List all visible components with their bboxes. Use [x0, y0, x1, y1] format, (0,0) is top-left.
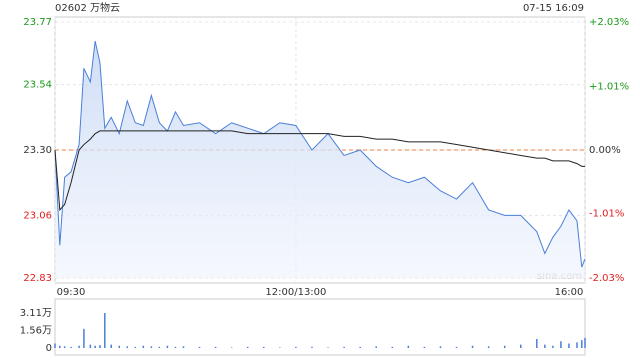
volume-bar: [544, 344, 546, 348]
volume-bar: [83, 328, 85, 348]
volume-bar: [576, 342, 578, 348]
volume-bar: [520, 344, 522, 348]
y-tick-label: 0: [46, 343, 52, 354]
y-tick-label: 23.77: [23, 17, 52, 28]
volume-bar: [246, 346, 249, 348]
volume-bar: [439, 346, 442, 348]
volume-bar: [78, 345, 80, 348]
volume-bar: [375, 346, 377, 348]
volume-bar: [126, 346, 129, 348]
volume-bar: [54, 343, 56, 348]
volume-bar: [158, 346, 161, 348]
volume-bar: [94, 345, 96, 348]
volume-bar: [89, 344, 92, 348]
volume-bar: [104, 313, 106, 348]
volume-bar: [295, 346, 297, 348]
volume-bar: [59, 345, 61, 348]
volume-bar: [327, 347, 329, 348]
volume-bar: [487, 346, 490, 348]
timestamp: 07-15 16:09: [523, 3, 584, 14]
volume-bar: [560, 341, 562, 348]
volume-bar: [471, 345, 474, 348]
volume-bar: [118, 345, 120, 348]
volume-bar: [230, 347, 233, 348]
y-tick-label: 1.56万: [20, 325, 52, 336]
y2-tick-label: +1.01%: [589, 81, 629, 92]
volume-bar: [110, 344, 112, 348]
x-tick-label: 16:00: [555, 287, 584, 298]
volume-bar: [359, 346, 361, 348]
chart-title: 02602 万物云: [55, 1, 120, 14]
x-tick-label: 09:30: [57, 287, 86, 298]
average-line: [54, 130, 585, 212]
volume-bar: [166, 345, 169, 348]
x-tick-label: 12:00/13:00: [265, 287, 326, 298]
volume-bar: [70, 346, 72, 348]
y2-tick-label: 0.00%: [589, 145, 621, 156]
volume-bar: [552, 345, 554, 348]
volume-bar: [198, 346, 201, 348]
volume-bar: [503, 345, 506, 348]
y-tick-label: 22.83: [23, 273, 52, 284]
volume-bar: [214, 346, 217, 348]
y2-tick-label: -2.03%: [589, 273, 624, 284]
volume-bar: [581, 340, 583, 348]
y-tick-label: 23.54: [23, 80, 52, 91]
volume-bar: [568, 343, 570, 348]
volume-bar: [99, 345, 101, 348]
volume-bar: [311, 346, 313, 348]
y-tick-label: 3.11万: [20, 308, 52, 319]
volume-bar: [279, 347, 281, 348]
volume-bar: [423, 346, 426, 348]
volume-bar: [150, 346, 153, 348]
volume-bar: [343, 346, 345, 348]
y-tick-label: 23.06: [23, 210, 52, 221]
volume-panel: [54, 298, 586, 356]
volume-bar: [182, 346, 185, 348]
volume-bar: [142, 345, 145, 348]
volume-bar: [174, 346, 177, 348]
volume-bar: [63, 346, 66, 348]
volume-bar: [407, 345, 410, 348]
volume-bar: [391, 346, 394, 348]
y2-tick-label: -1.01%: [589, 209, 624, 220]
volume-bar: [455, 346, 458, 348]
y2-tick-label: +2.03%: [589, 17, 629, 28]
volume-bar: [536, 338, 538, 348]
volume-bar: [263, 346, 265, 348]
volume-bar: [584, 337, 586, 348]
volume-bar: [134, 346, 137, 348]
y-tick-label: 23.30: [23, 145, 52, 156]
price-area: [55, 41, 585, 279]
